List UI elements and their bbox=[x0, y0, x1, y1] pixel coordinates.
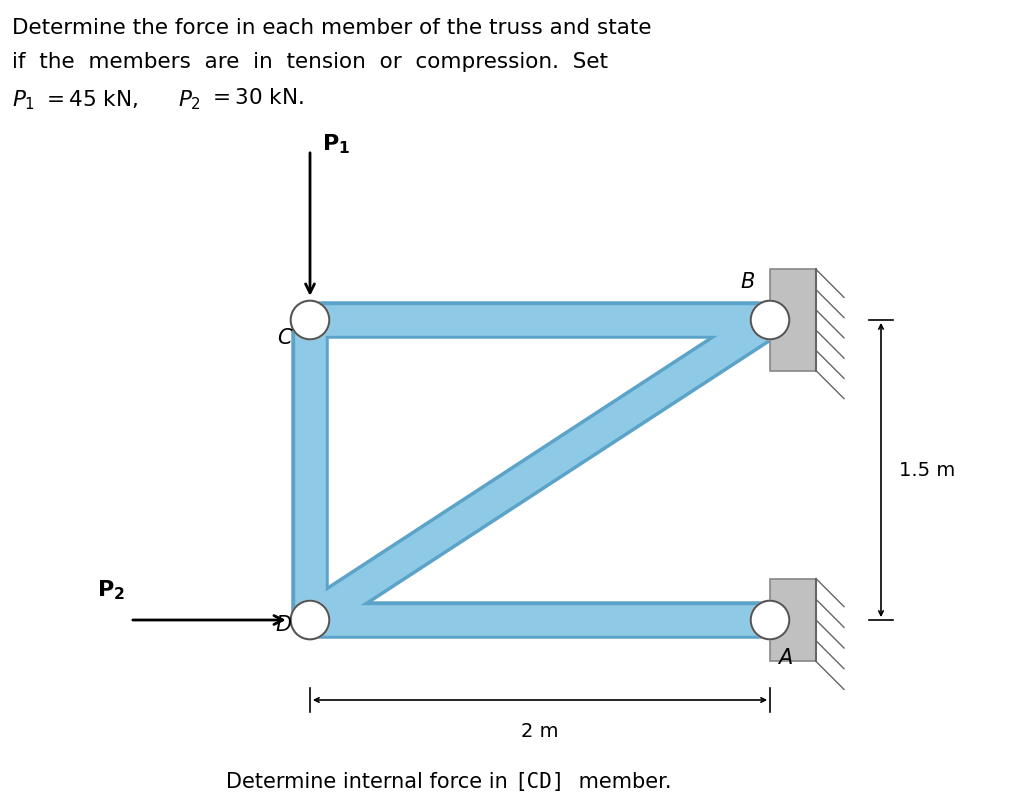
Circle shape bbox=[290, 600, 329, 639]
Text: if  the  members  are  in  tension  or  compression.  Set: if the members are in tension or compres… bbox=[12, 52, 608, 72]
Text: [CD]: [CD] bbox=[514, 772, 565, 792]
Circle shape bbox=[290, 301, 329, 339]
Text: A: A bbox=[778, 648, 792, 668]
Text: $\mathbf{P_1}$: $\mathbf{P_1}$ bbox=[322, 132, 350, 156]
Text: B: B bbox=[741, 272, 755, 292]
Text: D: D bbox=[276, 615, 292, 635]
Circle shape bbox=[751, 600, 789, 639]
Text: $= 45\ \mathrm{kN},\ $: $= 45\ \mathrm{kN},\ $ bbox=[42, 88, 138, 110]
Bar bbox=[770, 579, 816, 662]
Text: member.: member. bbox=[572, 772, 672, 792]
Circle shape bbox=[751, 301, 789, 339]
Text: 1.5 m: 1.5 m bbox=[899, 461, 955, 479]
Text: Determine internal force in: Determine internal force in bbox=[225, 772, 514, 792]
Text: Determine the force in each member of the truss and state: Determine the force in each member of th… bbox=[12, 18, 651, 38]
Text: $P_1$: $P_1$ bbox=[12, 88, 35, 111]
Text: C: C bbox=[278, 328, 292, 348]
Text: $= 30\ \mathrm{kN}.$: $= 30\ \mathrm{kN}.$ bbox=[208, 88, 304, 108]
Text: $\mathbf{P_2}$: $\mathbf{P_2}$ bbox=[97, 579, 125, 602]
Text: 2 m: 2 m bbox=[522, 722, 559, 741]
Text: $P_2$: $P_2$ bbox=[178, 88, 201, 111]
Bar bbox=[770, 270, 816, 370]
